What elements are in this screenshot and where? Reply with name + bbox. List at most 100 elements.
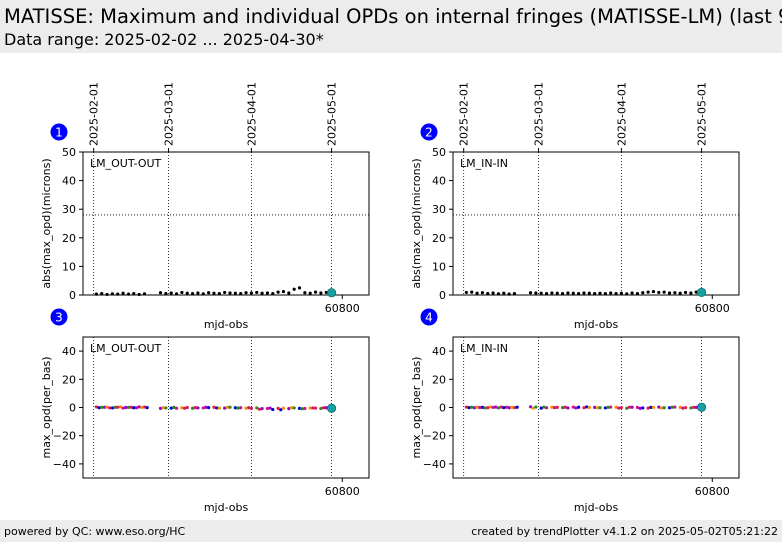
x-tick-label: 60800 [695,302,730,315]
x-axis-label: mjd-obs [204,501,249,514]
data-point [271,407,275,412]
data-point [507,406,511,410]
data-point [566,406,570,410]
plot-area-frame [452,151,740,296]
data-point [249,406,253,410]
data-point [560,291,565,296]
data-point [265,291,270,295]
data-point [486,406,490,410]
data-point [617,406,621,410]
data-point [531,406,535,410]
data-point [555,405,559,409]
data-point [145,406,149,410]
data-point [204,405,208,409]
data-point [297,406,302,410]
data-point [563,405,567,409]
data-point [494,405,498,409]
data-point [137,292,141,297]
data-point [172,405,176,409]
footer-credit: powered by QC: www.eso.org/HC [4,525,186,538]
date-tick-label: 2025-03-01 [533,82,546,146]
chart-panel-3: −40 −20 0 20 40 60800 mjd-obs max_opd(per_bas) L… [40,308,370,514]
data-point [319,291,323,295]
data-point [635,405,640,409]
data-point [641,406,645,410]
data-point [598,291,602,295]
date-tick-label: 2025-05-01 [696,82,709,146]
data-point [491,405,495,409]
data-point [249,291,253,295]
data-point [207,291,211,295]
footer-created: created by trendPlotter v4.1.2 on 2025-0… [471,525,778,538]
data-point [268,406,272,410]
data-point [499,405,503,409]
data-point [257,407,262,411]
data-point [539,406,543,410]
data-point [100,405,104,409]
data-point [196,291,200,295]
data-point [180,290,184,295]
data-point [534,291,538,295]
date-tick-label: 2025-04-01 [615,82,628,146]
panel-annotation: LM_IN-IN [460,342,508,355]
data-point [625,292,629,296]
y-tick-label: 10 [432,260,446,273]
data-point [132,406,136,410]
data-point [287,407,291,411]
page-title: MATISSE: Maximum and individual OPDs on … [4,5,782,28]
data-point [488,405,493,409]
y-tick-label: 40 [432,175,446,188]
data-point [606,405,610,409]
data-point [225,405,229,409]
data-point [207,406,211,410]
data-point [480,291,485,295]
data-point [678,405,682,409]
data-point [121,406,125,410]
data-point [502,291,506,295]
data-point [496,406,501,410]
data-point [311,406,315,410]
data-point [137,405,141,409]
data-point [614,291,618,296]
data-point [646,406,650,410]
x-axis-label: mjd-obs [574,318,619,331]
y-tick-label: −20 [53,430,76,443]
data-point [667,291,672,295]
data-point [491,291,495,295]
data-point [670,405,674,409]
x-axis-label: mjd-obs [204,318,249,331]
data-point [196,406,200,410]
data-point [512,291,517,296]
panel-marker-number: 1 [55,126,63,140]
data-point [475,405,479,409]
x-axis-label: mjd-obs [574,501,619,514]
data-point [464,290,468,295]
data-point [635,291,640,296]
x-tick-label: 60800 [325,485,360,498]
data-point [169,291,173,295]
data-point [478,405,482,410]
data-point [528,291,533,295]
data-point [236,406,240,410]
data-point [539,291,543,295]
data-point [480,405,485,409]
data-point [582,406,586,410]
data-point [233,291,237,295]
data-point [625,406,629,410]
data-point [651,289,656,294]
data-point [308,291,312,295]
data-point [287,291,291,295]
y-tick-label: 0 [439,402,446,415]
panel-annotation: LM_OUT-OUT [90,342,162,355]
data-point [292,287,296,291]
panel-marker-badge [420,308,438,326]
data-point [102,405,106,409]
data-point [303,406,307,411]
chart-panel-1: 2025-02-01 2025-03-01 2025-04-01 2025-05-01… [40,82,370,331]
data-point [683,290,688,295]
data-point [212,405,216,409]
y-tick-label: −40 [53,458,76,471]
data-point [571,291,575,295]
date-tick-label: 2025-04-01 [245,82,258,146]
data-point [313,406,318,410]
